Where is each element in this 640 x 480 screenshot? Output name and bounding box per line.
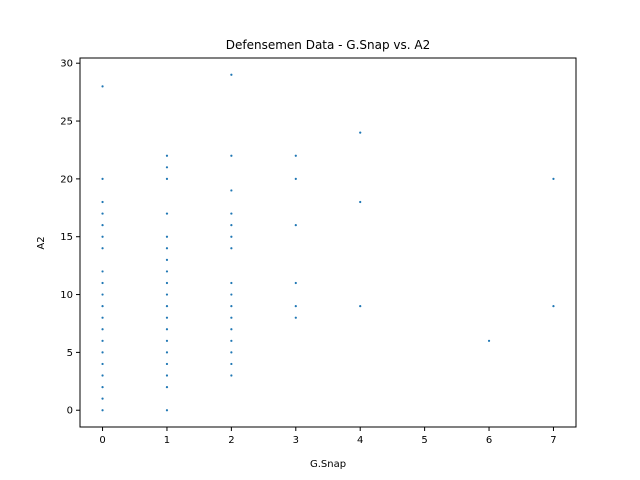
data-point [359, 200, 362, 204]
data-point [101, 200, 104, 204]
data-point [101, 224, 104, 227]
data-point [230, 305, 233, 308]
data-point [101, 293, 104, 296]
data-point [230, 73, 233, 76]
data-point [101, 351, 104, 354]
x-tick-label: 6 [486, 435, 492, 446]
data-point [230, 351, 233, 354]
data-point [294, 316, 297, 319]
data-point [165, 385, 169, 389]
data-point [165, 305, 169, 308]
data-point [165, 409, 169, 412]
x-tick-label: 4 [357, 435, 363, 446]
data-point [165, 177, 169, 180]
data-point [294, 224, 297, 227]
y-tick-label: 30 [60, 59, 73, 70]
data-point [101, 235, 104, 238]
data-point [230, 189, 233, 192]
data-point [101, 212, 104, 215]
x-tick-label: 1 [164, 435, 170, 446]
data-point [165, 351, 169, 354]
data-point [165, 328, 169, 331]
data-point [165, 374, 169, 377]
data-point [165, 212, 169, 215]
data-point [165, 270, 169, 273]
data-point [230, 212, 233, 215]
x-tick-label: 7 [550, 435, 556, 446]
data-point [230, 224, 233, 227]
y-tick-label: 10 [60, 290, 73, 301]
y-axis-label: A2 [36, 236, 47, 249]
data-point [359, 131, 362, 134]
x-tick-label: 2 [228, 435, 234, 446]
data-point [165, 247, 169, 250]
data-point [165, 166, 169, 169]
data-point [101, 305, 104, 308]
data-point [230, 316, 233, 319]
data-point [552, 177, 555, 180]
data-point [101, 385, 104, 389]
data-point [101, 247, 104, 250]
x-tick-label: 0 [99, 435, 105, 446]
y-tick-label: 15 [60, 232, 73, 243]
data-point [101, 270, 104, 273]
data-point [165, 362, 169, 366]
data-point [101, 397, 104, 400]
data-point [294, 177, 297, 180]
x-axis: 0 1 2 3 4 5 6 7 [99, 427, 557, 446]
data-point [101, 328, 104, 331]
data-point [230, 235, 233, 238]
data-point [230, 339, 233, 342]
data-point [230, 374, 233, 377]
x-axis-label: G.Snap [310, 459, 346, 470]
data-point [101, 362, 104, 366]
data-point [230, 247, 233, 250]
x-tick-label: 5 [421, 435, 427, 446]
y-tick-label: 5 [67, 348, 73, 359]
data-point [230, 362, 233, 366]
data-point [294, 154, 297, 157]
data-point [230, 293, 233, 296]
plot-area [101, 73, 555, 412]
chart-title: Defensemen Data - G.Snap vs. A2 [226, 38, 431, 52]
x-tick-label: 3 [293, 435, 299, 446]
data-point [101, 177, 104, 180]
data-point [165, 293, 169, 296]
data-point [487, 339, 491, 342]
data-point [230, 154, 233, 157]
data-point [101, 339, 104, 342]
data-point [101, 409, 104, 412]
data-point [294, 305, 297, 308]
data-point [359, 305, 362, 308]
data-point [165, 258, 169, 261]
y-tick-label: 0 [67, 406, 73, 417]
data-point [165, 235, 169, 238]
data-point [552, 305, 555, 308]
data-point [165, 154, 169, 157]
data-point [165, 281, 169, 285]
data-point [101, 85, 104, 88]
data-point [101, 316, 104, 319]
y-tick-label: 25 [60, 117, 73, 128]
data-point [230, 281, 233, 285]
y-tick-label: 20 [60, 174, 73, 185]
data-point [230, 328, 233, 331]
y-axis: 0 5 10 15 20 25 30 [60, 59, 80, 417]
plot-frame [79, 57, 577, 428]
data-point [165, 339, 169, 342]
data-point [101, 374, 104, 377]
data-point [101, 281, 104, 285]
data-point [294, 281, 297, 285]
data-point [165, 316, 169, 319]
